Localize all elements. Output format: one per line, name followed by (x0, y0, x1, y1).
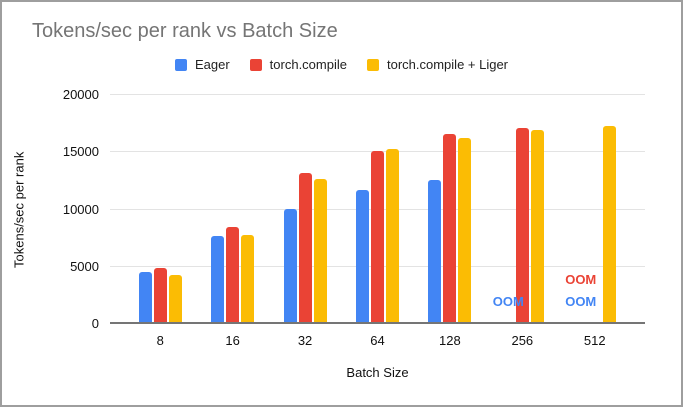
bar-group-128: 128 (414, 95, 486, 348)
x-tick-label: 512 (583, 333, 606, 348)
chart-title: Tokens/sec per rank vs Batch Size (32, 20, 338, 42)
bar-eager-64 (355, 190, 369, 322)
bar-eager-16 (211, 235, 225, 322)
legend-label: Eager (194, 57, 230, 72)
x-tick-label: 8 (156, 333, 164, 348)
x-tick-label: 256 (511, 333, 534, 348)
bar-groups: 8 16 32 64 128 OOM 256 OOM OOM 512 (124, 95, 631, 348)
bar-torch-compile-64 (370, 150, 384, 322)
bar-torch-compile-32 (298, 173, 312, 322)
oom-label-torch-compile-512: OOM (565, 272, 597, 287)
legend-swatch-icon (174, 58, 187, 71)
plot-area: 8 16 32 64 128 OOM 256 OOM OOM 512 0 5000 10000 1500… (63, 87, 645, 348)
bar-torch-compile-liger-128 (458, 138, 472, 322)
oom-label-eager-256: OOM (492, 294, 524, 309)
y-tick-label: 5000 (70, 258, 99, 274)
bar-group-16: 16 (196, 95, 268, 348)
legend: Eager torch.compile torch.compile + Liger (2, 57, 681, 72)
legend-swatch-icon (249, 58, 262, 71)
bar-torch-compile-16 (226, 226, 240, 322)
legend-swatch-icon (366, 58, 379, 71)
bar-torch-compile-256 (515, 127, 529, 322)
bar-torch-compile-128 (443, 133, 457, 322)
bar-torch-compile-liger-256 (530, 130, 544, 322)
x-axis-line: 0 (92, 316, 645, 331)
legend-item-torch-compile: torch.compile (249, 57, 347, 72)
x-tick-label: 64 (370, 333, 385, 348)
bar-group-32: 32 (269, 95, 341, 348)
oom-label-eager-512: OOM (565, 294, 597, 309)
y-tick-label: 0 (91, 316, 99, 331)
legend-label: torch.compile + Liger (386, 57, 509, 72)
bar-torch-compile-8 (153, 268, 167, 322)
x-tick-label: 128 (439, 333, 461, 348)
x-axis-title: Batch Size (346, 365, 409, 380)
bar-group-512: OOM OOM 512 (559, 95, 631, 348)
bar-torch-compile-liger-32 (313, 179, 327, 322)
legend-label: torch.compile (269, 57, 347, 72)
bar-torch-compile-liger-8 (168, 275, 182, 322)
bar-torch-compile-liger-512 (603, 125, 617, 322)
y-axis-title: Tokens/sec per rank (11, 151, 27, 268)
y-tick-label: 15000 (62, 144, 99, 160)
bar-eager-128 (428, 179, 442, 322)
bar-eager-32 (283, 208, 297, 322)
legend-item-torch-compile-liger: torch.compile + Liger (366, 57, 509, 72)
y-tick-label: 10000 (62, 201, 99, 217)
legend-item-eager: Eager (174, 57, 230, 72)
bar-torch-compile-liger-16 (241, 234, 255, 322)
bar-group-8: 8 (124, 95, 196, 348)
x-tick-label: 16 (225, 333, 240, 348)
bar-group-64: 64 (341, 95, 413, 348)
y-tick-label: 20000 (62, 87, 99, 102)
x-tick-label: 32 (297, 333, 313, 348)
bar-eager-8 (138, 272, 152, 322)
bar-group-256: OOM 256 (486, 95, 558, 348)
bar-torch-compile-liger-64 (385, 148, 399, 322)
gridline: 20000 (63, 87, 645, 102)
